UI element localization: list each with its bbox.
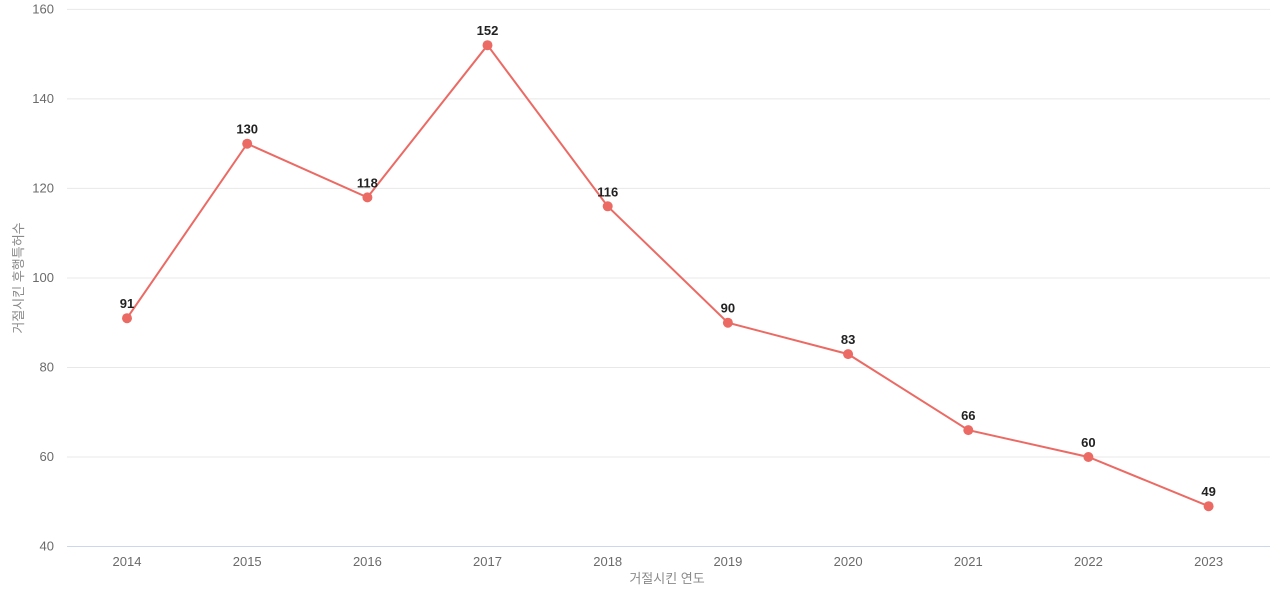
svg-text:2018: 2018 <box>593 554 622 569</box>
svg-text:2023: 2023 <box>1194 554 1223 569</box>
svg-text:2020: 2020 <box>834 554 863 569</box>
svg-text:2017: 2017 <box>473 554 502 569</box>
svg-text:66: 66 <box>961 408 975 423</box>
svg-text:60: 60 <box>1081 435 1095 450</box>
svg-text:90: 90 <box>721 301 735 316</box>
svg-text:2021: 2021 <box>954 554 983 569</box>
svg-text:120: 120 <box>32 180 54 195</box>
svg-text:2019: 2019 <box>713 554 742 569</box>
svg-text:2016: 2016 <box>353 554 382 569</box>
svg-text:거절시킨 연도: 거절시킨 연도 <box>629 571 704 586</box>
svg-text:60: 60 <box>40 449 54 464</box>
svg-text:49: 49 <box>1201 484 1215 499</box>
svg-text:118: 118 <box>357 175 378 190</box>
svg-text:2015: 2015 <box>233 554 262 569</box>
svg-text:2022: 2022 <box>1074 554 1103 569</box>
svg-text:80: 80 <box>40 360 54 375</box>
svg-text:116: 116 <box>597 184 618 199</box>
svg-text:140: 140 <box>32 91 54 106</box>
svg-text:83: 83 <box>841 332 855 347</box>
svg-text:2014: 2014 <box>113 554 142 569</box>
svg-text:152: 152 <box>477 23 499 38</box>
svg-text:40: 40 <box>40 539 54 554</box>
svg-text:130: 130 <box>236 122 258 137</box>
svg-text:91: 91 <box>120 296 134 311</box>
svg-text:100: 100 <box>32 270 54 285</box>
svg-text:160: 160 <box>32 1 54 16</box>
svg-text:거절시킨 후행특허수: 거절시킨 후행특허수 <box>11 222 26 333</box>
